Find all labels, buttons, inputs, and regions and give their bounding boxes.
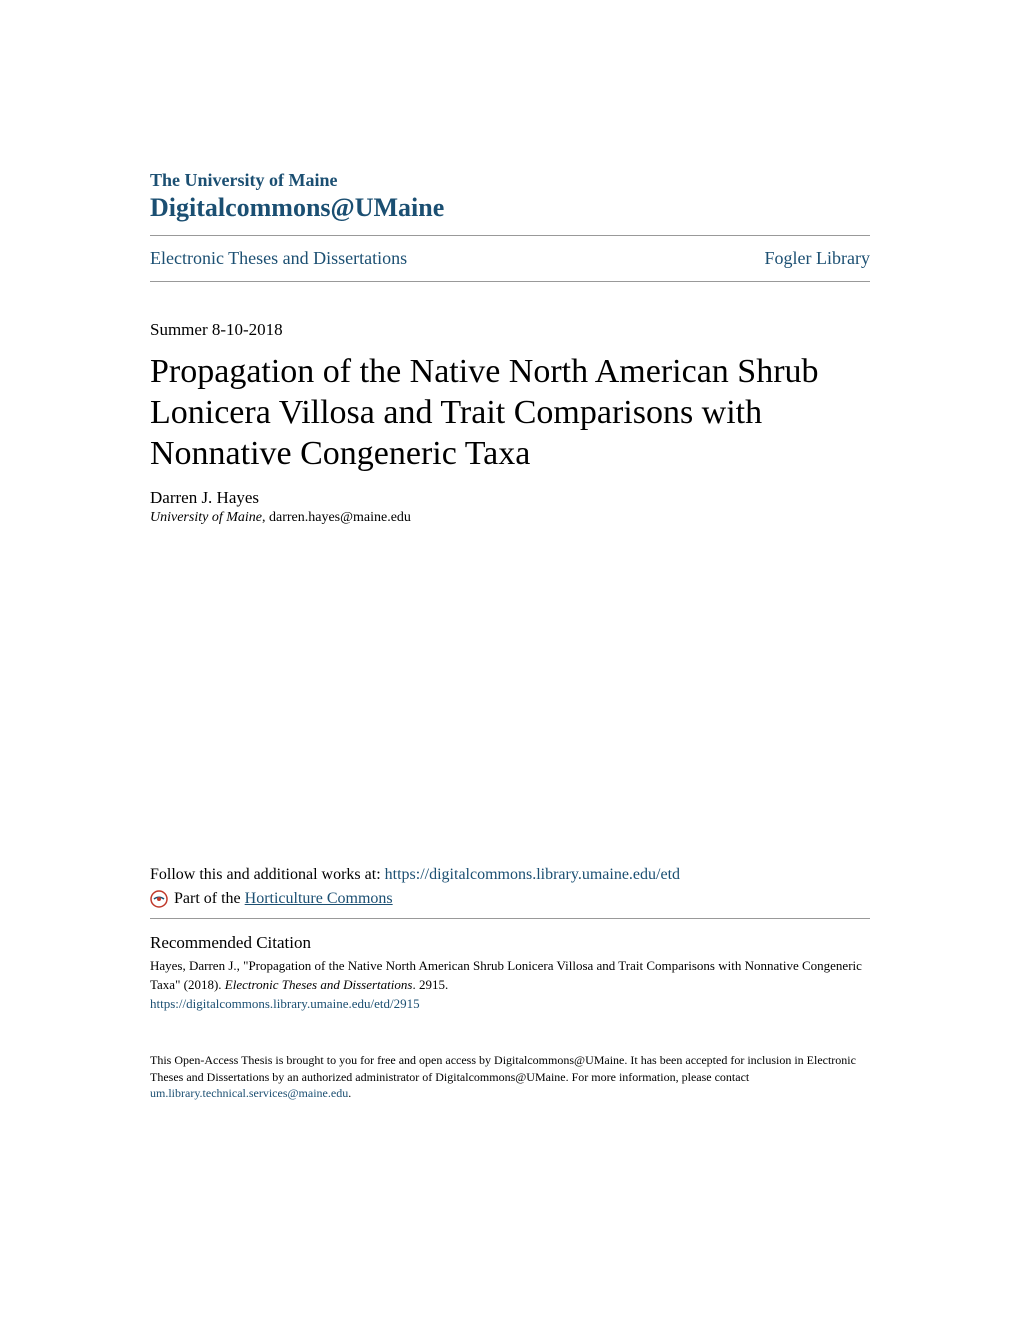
header-block: The University of Maine Digitalcommons@U… [150,170,870,223]
part-of-text: Part of the Horticulture Commons [174,890,393,908]
affiliation-email: , darren.hayes@maine.edu [262,510,411,525]
network-icon [150,890,168,908]
citation-italic: Electronic Theses and Dissertations [225,977,413,992]
citation-text: Hayes, Darren J., "Propagation of the Na… [150,957,870,993]
part-of-link[interactable]: Horticulture Commons [245,890,393,907]
divider-citation [150,918,870,919]
citation-part2: . 2915. [412,977,448,992]
footer-body: This Open-Access Thesis is brought to yo… [150,1053,856,1084]
paper-title: Propagation of the Native North American… [150,352,870,474]
follow-url-link[interactable]: https://digitalcommons.library.umaine.ed… [385,866,680,883]
citation-heading: Recommended Citation [150,933,870,953]
author-affiliation: University of Maine, darren.hayes@maine.… [150,510,870,526]
follow-intro: Follow this and additional works at: [150,866,385,883]
page-container: The University of Maine Digitalcommons@U… [0,0,1020,1182]
footer-suffix: . [348,1086,351,1100]
follow-text: Follow this and additional works at: htt… [150,866,870,884]
footer-contact-link[interactable]: um.library.technical.services@maine.edu [150,1086,348,1100]
breadcrumb: Electronic Theses and Dissertations Fogl… [150,236,870,281]
divider-bottom [150,281,870,282]
affiliation-institution: University of Maine [150,510,262,525]
institution-name: The University of Maine [150,170,870,191]
breadcrumb-library-link[interactable]: Fogler Library [765,248,870,269]
part-of-row: Part of the Horticulture Commons [150,890,870,908]
author-name: Darren J. Hayes [150,488,870,508]
footer-text: This Open-Access Thesis is brought to yo… [150,1052,870,1102]
site-name[interactable]: Digitalcommons@UMaine [150,193,870,223]
part-of-prefix: Part of the [174,890,245,907]
citation-link[interactable]: https://digitalcommons.library.umaine.ed… [150,996,870,1012]
citation-section: Recommended Citation Hayes, Darren J., "… [150,933,870,1011]
follow-section: Follow this and additional works at: htt… [150,866,870,908]
publication-date: Summer 8-10-2018 [150,320,870,340]
breadcrumb-collection-link[interactable]: Electronic Theses and Dissertations [150,248,407,269]
